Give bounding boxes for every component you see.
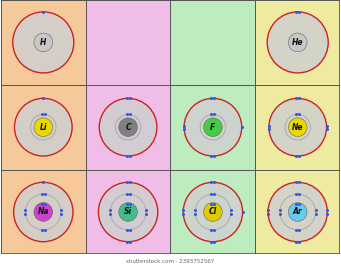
Bar — [1, 0, 86, 85]
Text: H: H — [40, 38, 46, 47]
Bar — [1, 170, 86, 254]
Bar — [170, 0, 255, 85]
Circle shape — [34, 203, 53, 221]
Bar — [170, 170, 255, 254]
Circle shape — [270, 99, 326, 155]
Circle shape — [119, 118, 137, 136]
Bar — [86, 85, 170, 170]
Circle shape — [34, 118, 53, 136]
Circle shape — [15, 99, 71, 155]
Bar — [1, 85, 86, 170]
Text: Li: Li — [40, 123, 47, 132]
Bar — [255, 85, 340, 170]
Text: Cl: Cl — [209, 207, 217, 217]
Text: C: C — [125, 123, 131, 132]
Bar — [255, 0, 340, 85]
Bar — [86, 170, 170, 254]
Circle shape — [204, 118, 222, 136]
Circle shape — [15, 183, 72, 241]
Text: shutterstock.com · 2393752567: shutterstock.com · 2393752567 — [127, 259, 214, 264]
Circle shape — [288, 33, 307, 52]
Circle shape — [269, 183, 326, 241]
Circle shape — [288, 118, 307, 136]
Circle shape — [119, 203, 137, 221]
Circle shape — [268, 13, 327, 72]
Bar — [170, 85, 255, 170]
Text: He: He — [292, 38, 303, 47]
Circle shape — [34, 33, 53, 52]
Text: Si: Si — [124, 207, 132, 217]
Bar — [86, 0, 170, 85]
Circle shape — [14, 13, 73, 72]
Text: Ne: Ne — [292, 123, 303, 132]
Circle shape — [288, 203, 307, 221]
Circle shape — [204, 203, 222, 221]
Circle shape — [184, 183, 242, 241]
Circle shape — [100, 99, 156, 155]
Text: Ar: Ar — [293, 207, 302, 217]
Circle shape — [185, 99, 241, 155]
Circle shape — [99, 183, 157, 241]
Bar — [255, 170, 340, 254]
Text: F: F — [210, 123, 216, 132]
Text: Na: Na — [38, 207, 49, 217]
